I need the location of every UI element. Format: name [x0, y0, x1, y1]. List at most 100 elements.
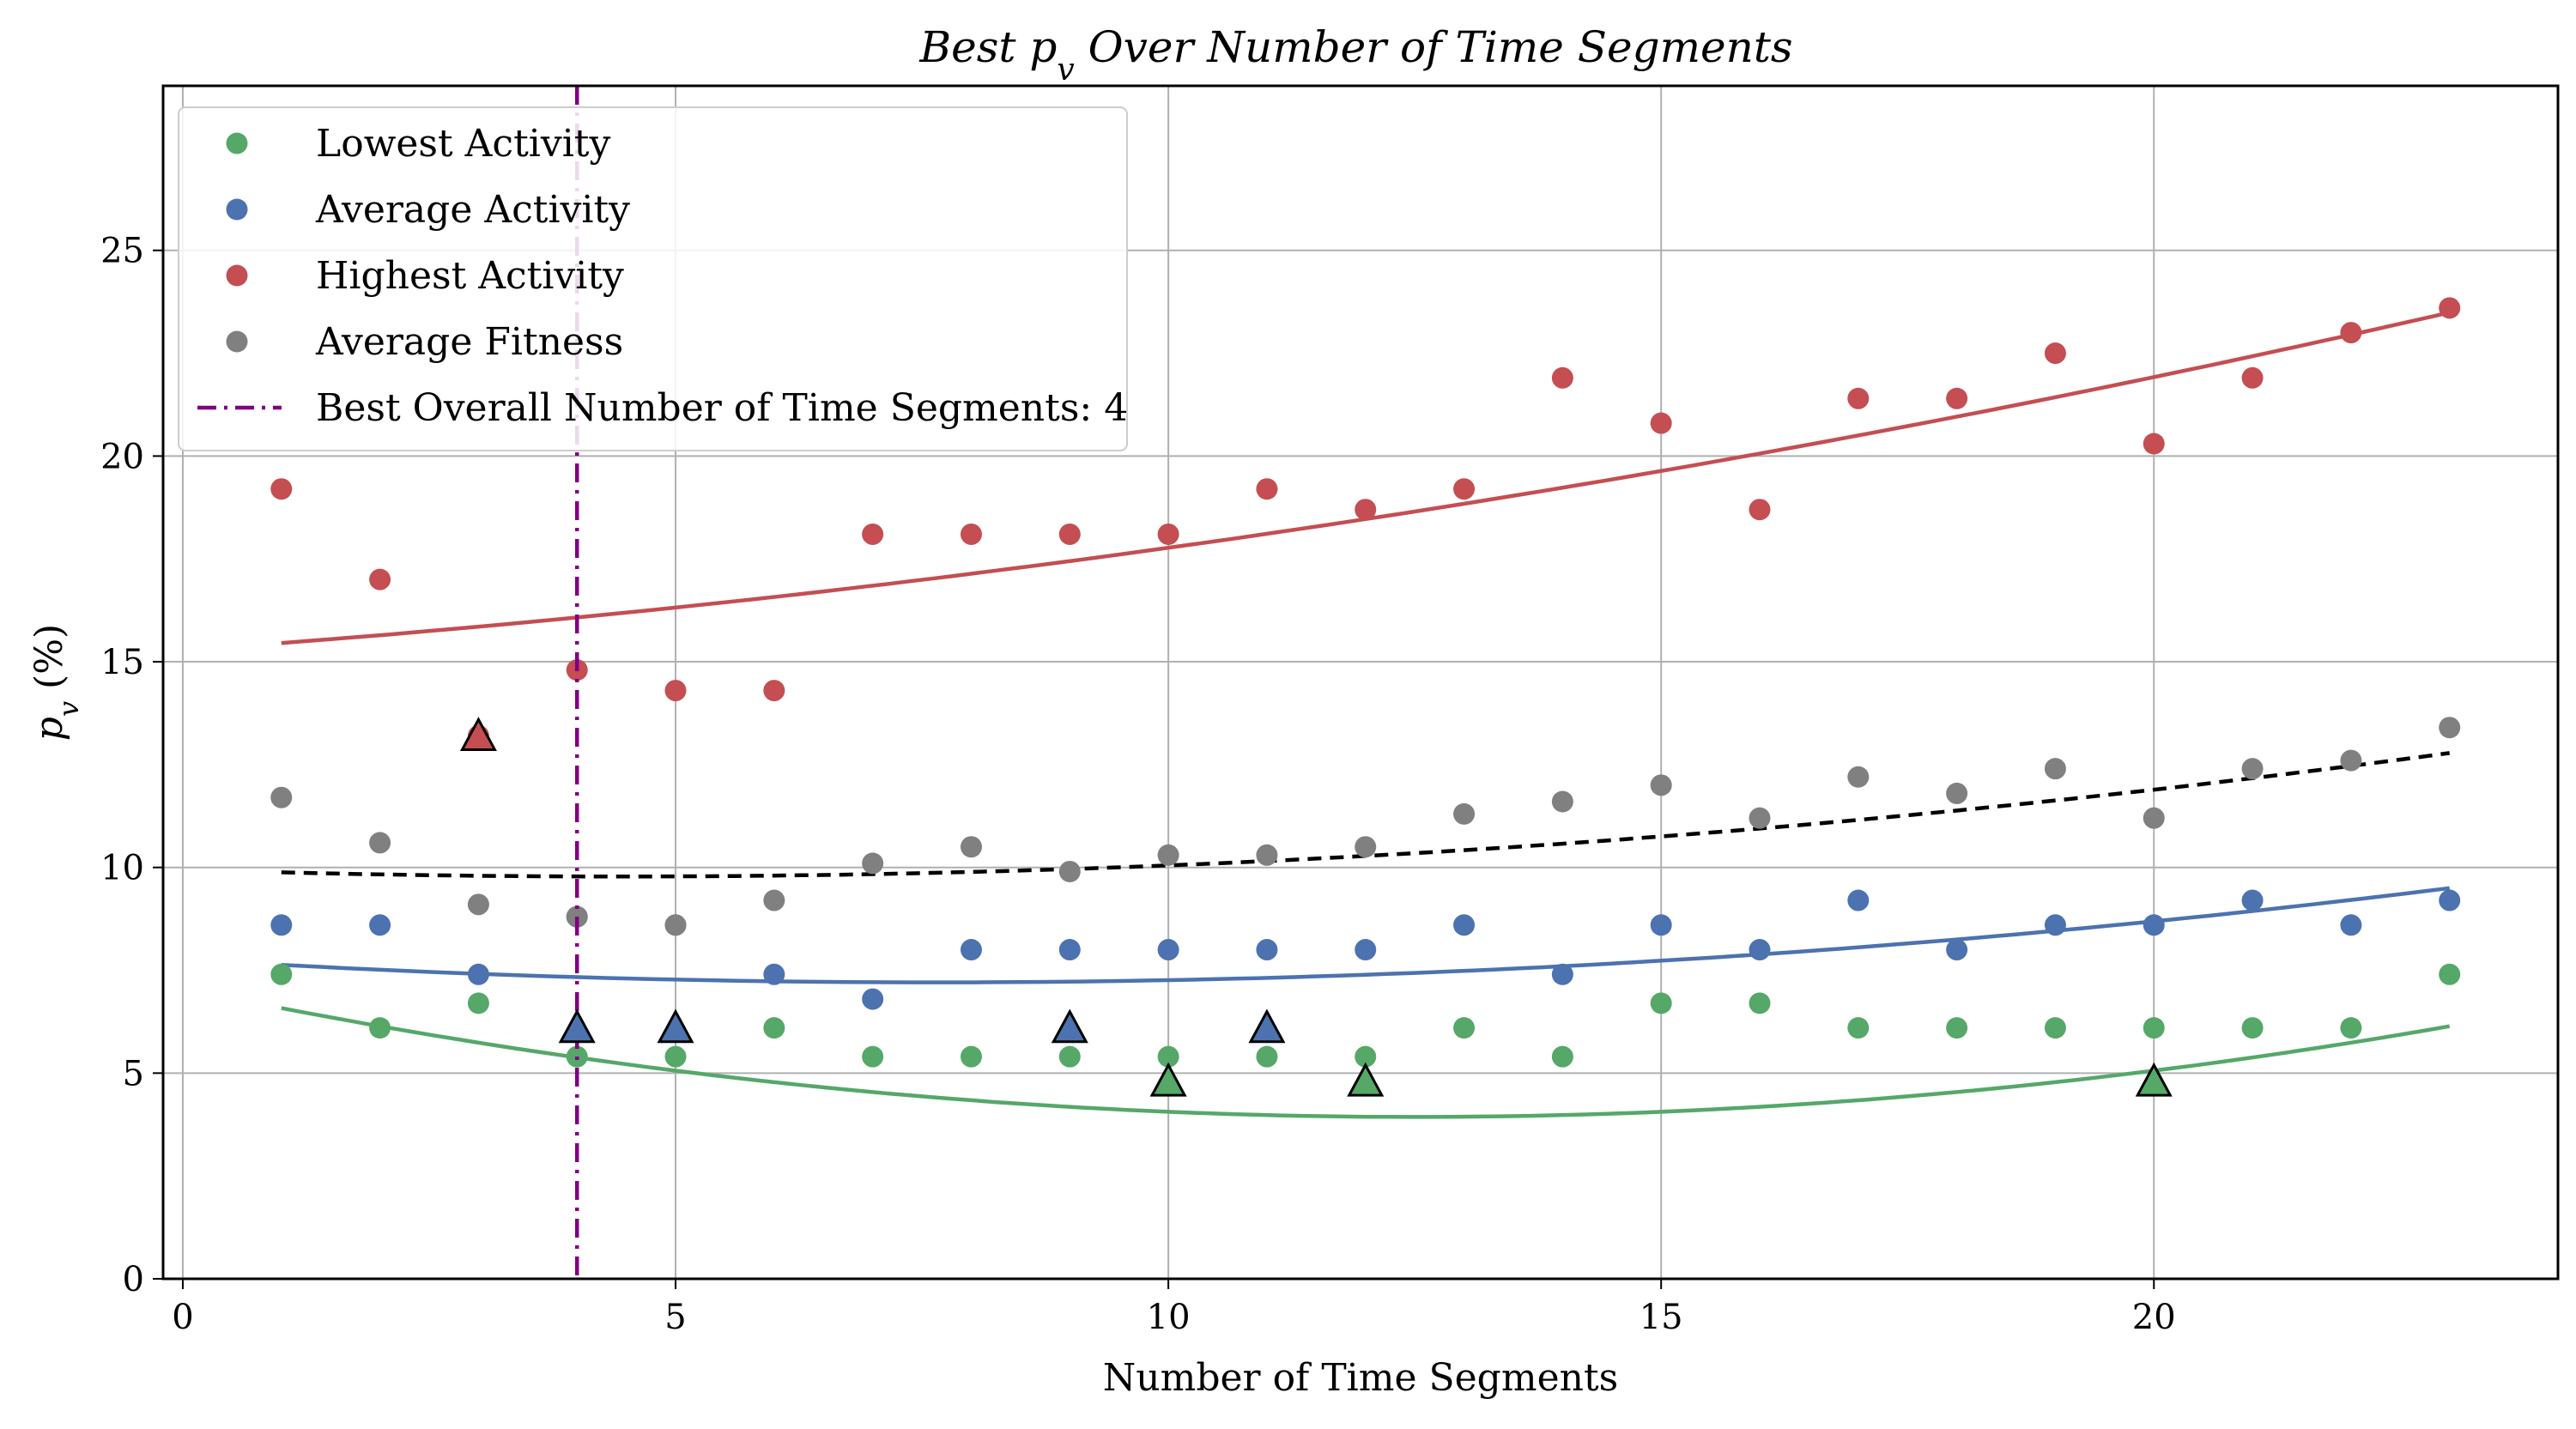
data-point-fitness: [1453, 802, 1476, 825]
data-point-highest: [1256, 478, 1278, 500]
y-tick-label: 0: [123, 1260, 144, 1299]
best-marker-lowest: [1149, 1062, 1187, 1097]
legend: Lowest Activity Average Activity Highest A…: [178, 106, 1128, 451]
data-point-average: [1256, 939, 1278, 961]
chart-title-var: p: [1029, 22, 1057, 72]
data-point-fitness: [2143, 807, 2165, 829]
chart-title-suffix: Over Number of Time Segments: [1075, 22, 1793, 72]
y-tick-label: 25: [100, 232, 144, 271]
data-point-highest: [270, 478, 293, 500]
data-point-lowest: [270, 963, 293, 985]
legend-swatch-average: [226, 198, 248, 221]
data-point-highest: [960, 523, 982, 545]
data-point-lowest: [1650, 992, 1672, 1014]
data-point-highest: [1058, 523, 1081, 545]
y-axis-label-sub: v: [52, 701, 85, 717]
y-tick-label: 20: [100, 437, 144, 476]
best-marker-average: [657, 1008, 694, 1044]
legend-swatch-fitness: [226, 330, 248, 353]
data-point-average: [1157, 939, 1179, 961]
data-point-lowest: [763, 1017, 785, 1039]
data-point-lowest: [2340, 1017, 2362, 1039]
data-point-fitness: [270, 786, 293, 808]
data-point-fitness: [467, 893, 489, 916]
data-point-lowest: [1847, 1017, 1870, 1039]
legend-swatch-highest: [226, 264, 248, 287]
y-tick-label: 5: [123, 1054, 144, 1093]
best-marker-average: [1051, 1008, 1088, 1044]
data-point-lowest: [1355, 1045, 1377, 1068]
trend-line-lowest: [281, 1006, 2451, 1119]
data-point-highest: [1749, 499, 1771, 521]
y-tick-label: 15: [100, 643, 144, 682]
data-point-average: [2143, 914, 2165, 936]
best-marker-average: [558, 1008, 596, 1044]
plot-frame: [161, 84, 2560, 1281]
data-point-lowest: [2241, 1017, 2264, 1039]
data-point-lowest: [369, 1017, 391, 1039]
data-point-fitness: [2439, 717, 2461, 739]
legend-swatch-lowest: [226, 132, 248, 154]
x-tick-label: 10: [1147, 1298, 1191, 1337]
data-point-highest: [2241, 366, 2264, 389]
data-point-fitness: [2241, 758, 2264, 780]
data-point-fitness: [664, 914, 687, 936]
data-point-fitness: [2044, 758, 2066, 780]
x-tick-label: 15: [1640, 1298, 1683, 1337]
data-point-lowest: [664, 1045, 687, 1068]
data-point-fitness: [1355, 836, 1377, 858]
data-point-lowest: [2044, 1017, 2066, 1039]
data-point-lowest: [960, 1045, 982, 1068]
y-axis-label: pv (%): [27, 624, 85, 741]
data-point-lowest: [2143, 1017, 2165, 1039]
data-point-highest: [1551, 366, 1573, 389]
legend-label-highest: Highest Activity: [316, 254, 624, 298]
data-point-highest: [763, 680, 785, 702]
data-point-average: [2241, 889, 2264, 911]
data-point-fitness: [2340, 749, 2362, 772]
data-point-highest: [664, 680, 687, 702]
data-point-fitness: [1946, 782, 1968, 804]
data-point-fitness: [1749, 807, 1771, 829]
data-point-lowest: [1157, 1045, 1179, 1068]
x-tick-label: 5: [664, 1298, 686, 1337]
data-point-lowest: [1749, 992, 1771, 1014]
data-point-average: [467, 963, 489, 985]
data-point-average: [2044, 914, 2066, 936]
best-marker-average: [1248, 1008, 1286, 1044]
chart-title-prefix: Best: [918, 22, 1029, 72]
data-point-highest: [862, 523, 884, 545]
data-point-average: [1847, 889, 1870, 911]
data-point-average: [2439, 889, 2461, 911]
x-axis-label: Number of Time Segments: [1103, 1356, 1618, 1400]
data-point-highest: [369, 568, 391, 590]
data-point-lowest: [1946, 1017, 1968, 1039]
legend-label-lowest: Lowest Activity: [316, 122, 610, 166]
data-point-highest: [2143, 433, 2165, 455]
trend-line-average: [281, 886, 2450, 984]
data-point-fitness: [1551, 790, 1573, 813]
data-point-highest: [2044, 342, 2066, 365]
legend-label-fitness: Average Fitness: [315, 320, 623, 364]
data-point-average: [862, 988, 884, 1010]
data-point-fitness: [960, 836, 982, 858]
data-point-average: [1355, 939, 1377, 961]
data-point-average: [1749, 939, 1771, 961]
legend-label-best-line: Best Overall Number of Time Segments: 4: [316, 386, 1128, 430]
x-tick-label: 0: [172, 1298, 193, 1337]
best-markers: [459, 717, 2173, 1097]
data-points: [270, 297, 2461, 1068]
data-point-lowest: [1551, 1045, 1573, 1068]
data-point-lowest: [2439, 963, 2461, 985]
data-point-fitness: [369, 832, 391, 854]
data-point-lowest: [1453, 1017, 1476, 1039]
trend-line-fitness: [281, 751, 2450, 879]
data-point-highest: [1847, 387, 1870, 409]
data-point-average: [763, 963, 785, 985]
y-axis-label-var: p: [27, 717, 71, 741]
data-point-average: [1946, 939, 1968, 961]
data-point-average: [1058, 939, 1081, 961]
x-tick-label: 20: [2132, 1298, 2176, 1337]
data-point-average: [270, 914, 293, 936]
